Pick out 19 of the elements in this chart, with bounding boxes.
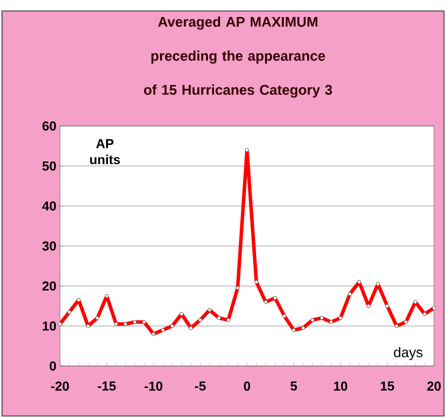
chart-title: Averaged AP MAXIMUM preceding the appearance of 15 Hurricanes Category 3 — [144, 16, 332, 98]
y-tick-label: 50 — [42, 161, 56, 171]
x-tick-label: -15 — [98, 382, 116, 391]
y-tick-label: 20 — [42, 281, 56, 291]
y-tick-label: 10 — [42, 321, 56, 331]
x-axis-title: days — [394, 347, 422, 360]
x-tick-label: 10 — [334, 382, 348, 391]
x-tick-label: -5 — [194, 382, 206, 391]
x-tick-label: 0 — [244, 382, 250, 391]
y-tick-label: 40 — [42, 201, 56, 211]
x-tick-label: -20 — [51, 382, 69, 391]
x-tick-label: 5 — [290, 382, 298, 391]
x-tick-label: -10 — [144, 382, 162, 391]
y-tick-label: 30 — [42, 241, 56, 251]
x-tick-label: 20 — [427, 382, 441, 391]
y-axis-title: AP units — [90, 139, 120, 164]
x-tick-label: 15 — [380, 382, 394, 391]
y-tick-label: 60 — [42, 121, 56, 131]
y-tick-label: 0 — [50, 361, 56, 371]
